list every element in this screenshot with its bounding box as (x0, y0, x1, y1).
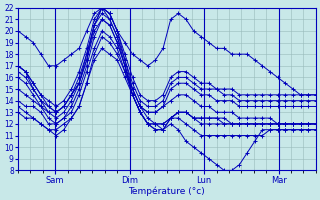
X-axis label: Température (°c): Température (°c) (129, 186, 205, 196)
